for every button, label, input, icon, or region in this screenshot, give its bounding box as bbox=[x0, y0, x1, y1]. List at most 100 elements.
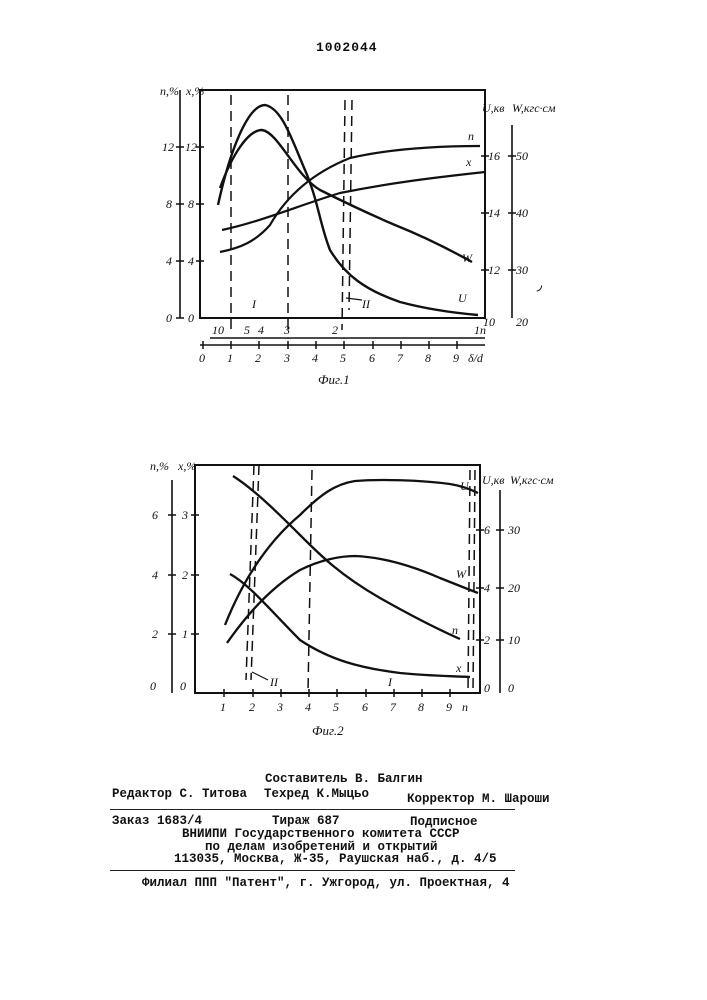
fig1-n-tick-label: 4 bbox=[166, 254, 172, 268]
fig1-curve-label-u: U bbox=[458, 291, 468, 305]
fig1-ratio-tick: 9 bbox=[453, 351, 459, 365]
fig1-u-tick-label: 16 bbox=[488, 149, 500, 163]
fig1-n-scale-tick: 2 bbox=[332, 323, 338, 337]
figure-1 bbox=[176, 90, 516, 349]
fig1-ratio-tick: 6 bbox=[369, 351, 375, 365]
fig1-u-tick-label: 12 bbox=[488, 263, 500, 277]
fig1-n-scale-tick: 3 bbox=[283, 323, 290, 337]
fig1-n-axis-label: n,% bbox=[160, 84, 179, 98]
fig2-n-axis-label: n,% bbox=[150, 459, 169, 473]
fig2-zone-label-ii: II bbox=[269, 675, 279, 689]
fig1-caption: Фиг.1 bbox=[318, 372, 350, 387]
fig2-n-scale-label: n bbox=[462, 700, 468, 714]
fig2-curve-label-x: x bbox=[455, 661, 462, 675]
fig1-curve-x-peak bbox=[218, 105, 478, 315]
fig2-n-tick-label: 6 bbox=[152, 508, 158, 522]
fig1-w-axis-label: W,кгс·см bbox=[512, 101, 556, 115]
fig2-x-tick-label: 2 bbox=[182, 568, 188, 582]
fig1-n-tick-label: 12 bbox=[162, 140, 174, 154]
fig1-x-tick-label: 0 bbox=[188, 311, 194, 325]
footer-branch: Филиал ППП "Патент", г. Ужгород, ул. Про… bbox=[142, 876, 510, 890]
fig1-ratio-tick: 8 bbox=[425, 351, 431, 365]
fig1-ratio-tick: 2 bbox=[255, 351, 261, 365]
fig2-caption: Фиг.2 bbox=[312, 723, 344, 738]
fig1-zone-label-ii: II bbox=[361, 297, 371, 311]
footer-address: 113035, Москва, Ж-35, Раушская наб., д. … bbox=[174, 852, 497, 866]
fig2-u-tick-label: 0 bbox=[484, 681, 490, 695]
fig2-w-axis-label: W,кгс·см bbox=[510, 473, 554, 487]
fig1-u-tick-label: 14 bbox=[488, 206, 500, 220]
figures: n,% x,% U,кв W,кгс·см 0 4 8 12 0 4 8 12 … bbox=[0, 0, 707, 780]
fig1-w-tick-label: 30 bbox=[515, 263, 528, 277]
fig2-x-tick-label: 1 bbox=[182, 627, 188, 641]
fig1-ratio-label: δ/d bbox=[468, 351, 484, 365]
fig1-curve-label-n: n bbox=[468, 129, 474, 143]
footer-editor: Редактор С. Титова bbox=[112, 787, 247, 801]
fig2-u-tick-label: 4 bbox=[484, 581, 490, 595]
fig2-u-tick-label: 6 bbox=[484, 523, 490, 537]
fig2-tick-marks bbox=[168, 515, 504, 697]
fig2-n-scale-tick: 5 bbox=[333, 700, 339, 714]
fig2-curve-label-n: n bbox=[452, 623, 458, 637]
footer-circulation: Тираж 687 bbox=[272, 814, 340, 828]
fig2-w-tick-label: 20 bbox=[508, 581, 520, 595]
fig2-curve-n bbox=[233, 476, 460, 639]
fig1-x-axis-label: x,% bbox=[185, 84, 204, 98]
fig2-n-scale-tick: 3 bbox=[276, 700, 283, 714]
fig1-marker: ٫ bbox=[536, 279, 543, 294]
fig2-zone-line-5 bbox=[473, 470, 475, 692]
fig2-w-tick-label: 0 bbox=[508, 681, 514, 695]
fig1-curve-label-w: W bbox=[462, 251, 473, 265]
fig1-n-tick-label: 0 bbox=[166, 311, 172, 325]
fig1-n-scale-tick: 4 bbox=[258, 323, 264, 337]
fig1-ratio-tick: 7 bbox=[397, 351, 404, 365]
fig1-u-axis-label: U,кв bbox=[482, 101, 505, 115]
fig2-w-tick-label: 10 bbox=[508, 633, 520, 647]
figure-1-labels: n,% x,% U,кв W,кгс·см 0 4 8 12 0 4 8 12 … bbox=[160, 84, 556, 387]
fig1-ratio-tick: 5 bbox=[340, 351, 346, 365]
fig1-curve-label-x: x bbox=[465, 155, 472, 169]
footer-org-line1: ВНИИПИ Государственного комитета СССР bbox=[182, 827, 460, 841]
fig2-n-tick-label: 2 bbox=[152, 627, 158, 641]
fig2-n-scale-tick: 2 bbox=[249, 700, 255, 714]
fig2-n-scale-tick: 6 bbox=[362, 700, 368, 714]
figure-2 bbox=[168, 465, 504, 697]
fig1-zone-label-i: I bbox=[251, 297, 257, 311]
fig1-x-tick-label: 8 bbox=[188, 197, 194, 211]
fig2-zone-label-i: I bbox=[387, 675, 393, 689]
figure-2-labels: n,% x,% U,кв W,кгс·см 0 2 4 6 0 1 2 3 0 … bbox=[150, 459, 554, 738]
fig2-x-tick-label: 3 bbox=[181, 508, 188, 522]
fig2-curve-label-w: W bbox=[456, 567, 467, 581]
fig1-ratio-tick: 3 bbox=[283, 351, 290, 365]
fig1-n-scale-label: n bbox=[480, 323, 486, 337]
fig2-zone-line-4 bbox=[468, 470, 470, 692]
fig2-n-scale-tick: 9 bbox=[446, 700, 452, 714]
fig2-x-axis-label: x,% bbox=[177, 459, 196, 473]
footer-order: Заказ 1683/4 bbox=[112, 814, 202, 828]
fig1-w-tick-label: 50 bbox=[516, 149, 528, 163]
fig2-u-axis-label: U,кв bbox=[482, 473, 505, 487]
fig2-n-tick-label: 0 bbox=[150, 679, 156, 693]
fig2-n-scale-tick: 8 bbox=[418, 700, 424, 714]
fig1-x-tick-label: 4 bbox=[188, 254, 194, 268]
fig1-curve-n-peak bbox=[220, 130, 472, 262]
fig2-u-tick-label: 2 bbox=[484, 633, 490, 647]
footer-techred: Техред К.Мыцьо bbox=[264, 787, 369, 801]
fig2-n-tick-label: 4 bbox=[152, 568, 158, 582]
footer-corrector: Корректор М. Шароши bbox=[407, 792, 550, 806]
fig2-curve-x bbox=[230, 574, 470, 677]
fig2-zone-ii-pointer bbox=[252, 672, 268, 680]
fig1-x-tick-label: 12 bbox=[185, 140, 197, 154]
fig1-ratio-tick: 4 bbox=[312, 351, 318, 365]
footer-rule-top bbox=[110, 809, 515, 810]
fig1-n-scale-tick: 5 bbox=[244, 323, 250, 337]
footer-rule-bottom bbox=[110, 870, 515, 871]
fig2-n-scale-tick: 7 bbox=[390, 700, 397, 714]
fig2-x-tick-label: 0 bbox=[180, 679, 186, 693]
fig1-curve-x bbox=[222, 172, 485, 230]
fig2-w-tick-label: 30 bbox=[507, 523, 520, 537]
fig1-n-tick-label: 8 bbox=[166, 197, 172, 211]
fig1-w-tick-label: 40 bbox=[516, 206, 528, 220]
fig1-ratio-tick: 1 bbox=[227, 351, 233, 365]
fig2-n-scale-tick: 1 bbox=[220, 700, 226, 714]
